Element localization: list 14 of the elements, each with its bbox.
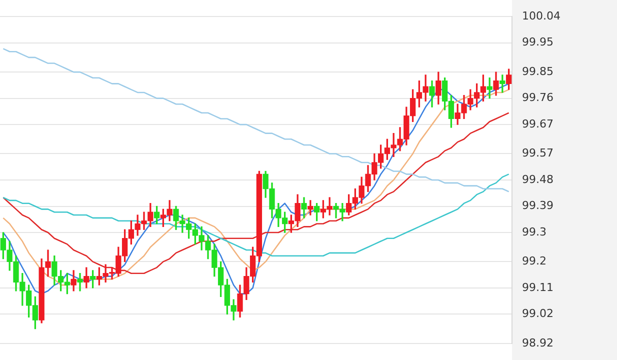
y-tick-label: 99.67	[522, 117, 554, 130]
y-tick-label: 100.04	[522, 9, 560, 22]
y-tick-label: 99.85	[522, 64, 554, 78]
y-tick-label: 99.39	[522, 199, 554, 212]
candlestick	[77, 273, 83, 292]
y-tick-label: 99.02	[522, 307, 554, 320]
y-tick-label: 98.92	[522, 336, 554, 350]
y-tick-label: 99.2	[522, 254, 546, 268]
y-tick-label: 99.76	[522, 91, 554, 104]
y-tick-label: 99.57	[522, 146, 554, 160]
y-tick-label: 99.48	[522, 172, 554, 186]
y-tick-label: 99.11	[522, 280, 554, 294]
y-tick-label: 99.3	[522, 225, 546, 238]
y-tick-label: 99.95	[522, 36, 554, 49]
